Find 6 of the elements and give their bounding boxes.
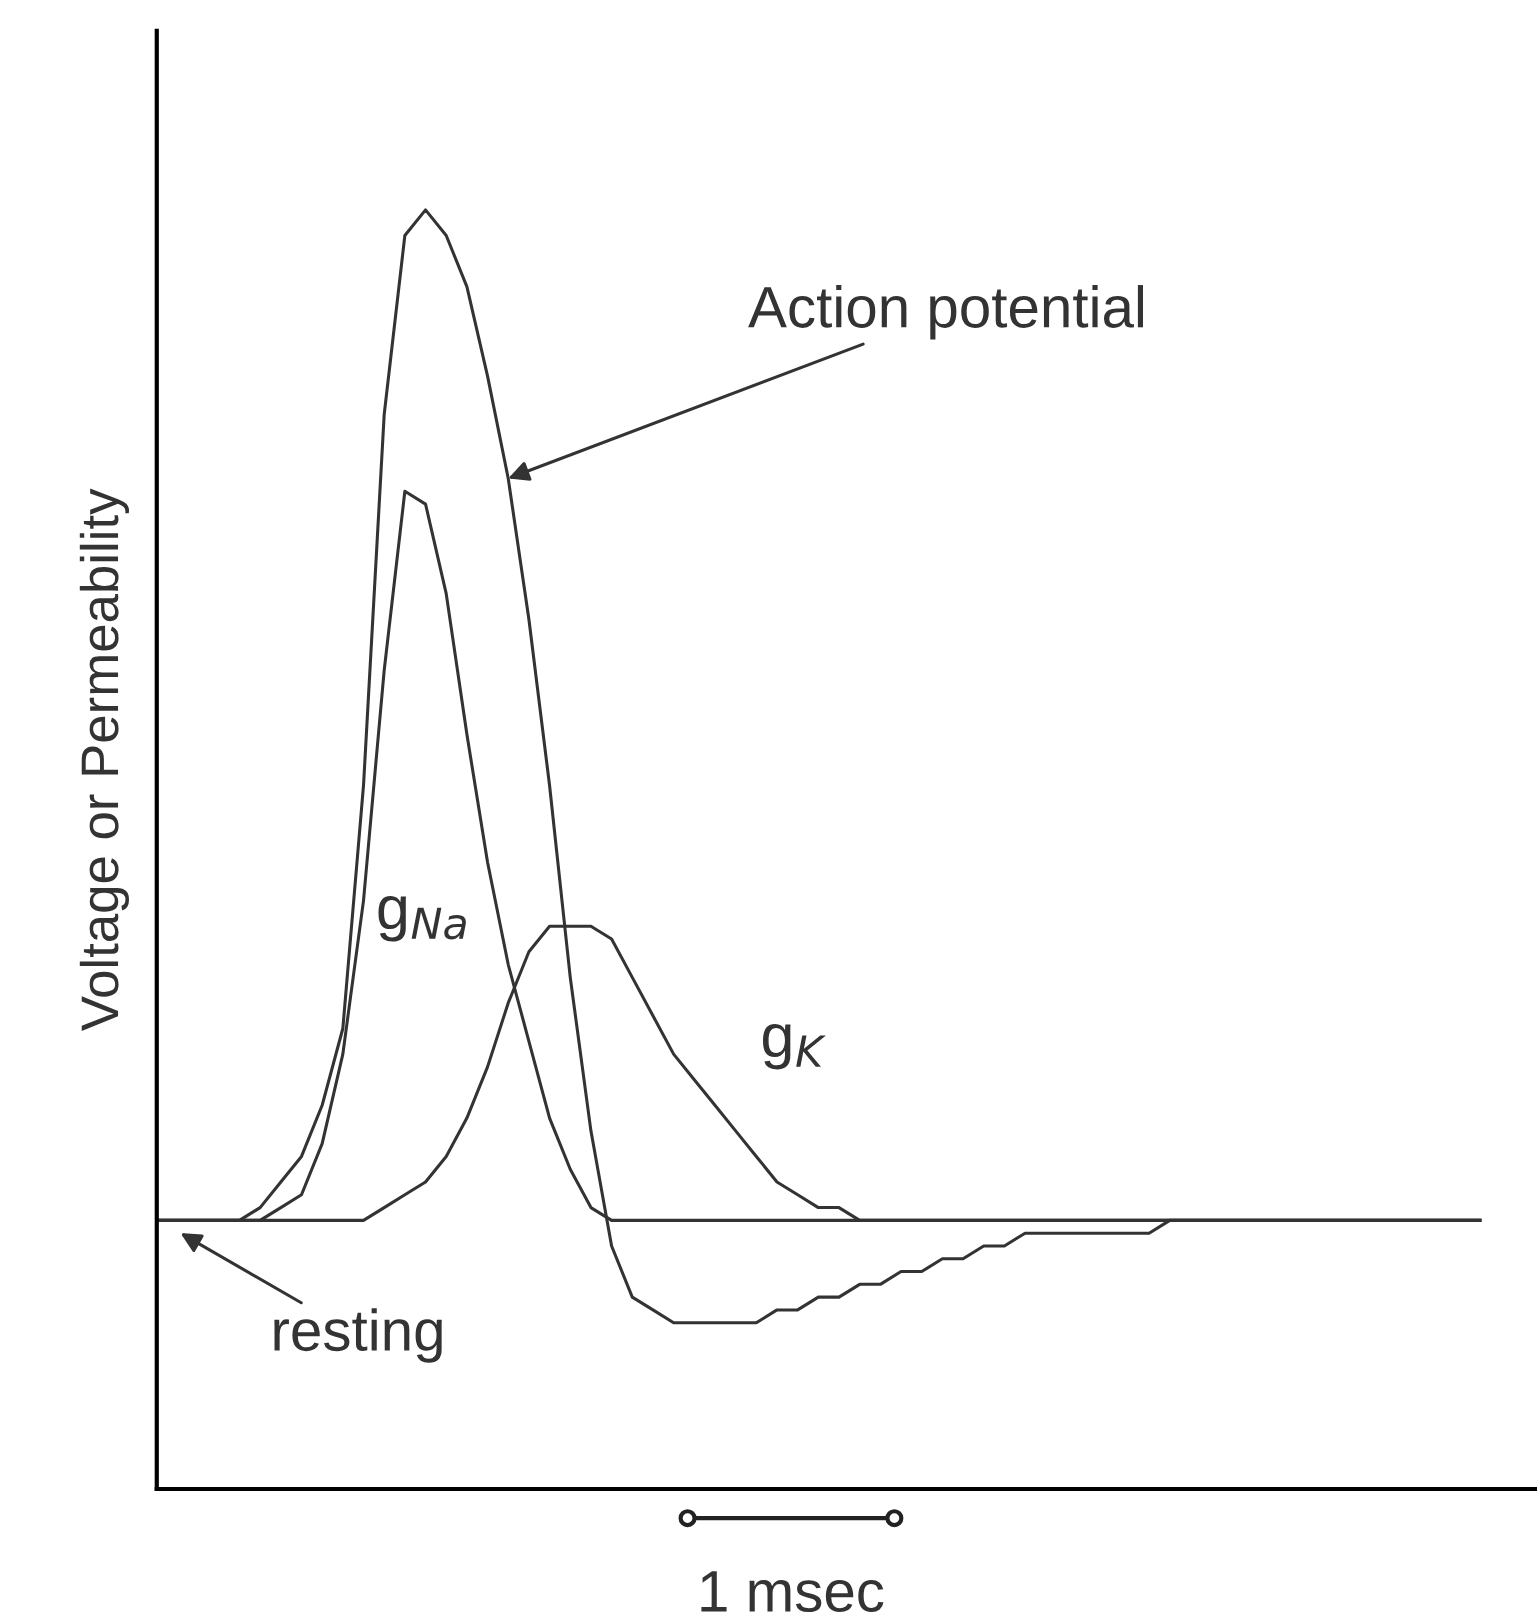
annotation: Action potential <box>748 285 1144 340</box>
series-label: g$_{K}$ <box>763 1023 826 1070</box>
series-label: g$_{Na}$ <box>378 896 466 942</box>
y-axis-title: Voltage or Permeability <box>79 488 129 1032</box>
text: 1 msec <box>701 1571 884 1613</box>
annotation: resting <box>274 1308 442 1363</box>
